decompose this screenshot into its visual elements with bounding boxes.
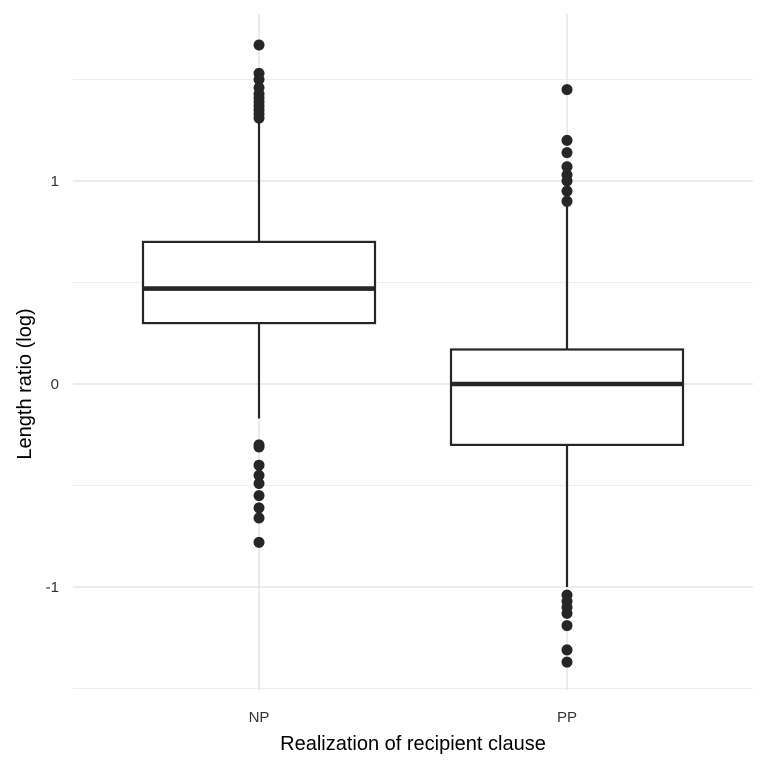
box-marks	[141, 39, 685, 668]
box-group-pp	[449, 84, 685, 668]
box-iqr	[141, 240, 377, 325]
outlier-point	[253, 469, 265, 481]
outlier-point	[561, 147, 573, 159]
outlier-point	[253, 536, 265, 548]
outlier-point	[253, 490, 265, 502]
outlier-point	[561, 161, 573, 173]
outlier-point	[561, 644, 573, 656]
outlier-point	[253, 477, 265, 489]
x-tick-label: NP	[249, 709, 270, 726]
outlier-point	[561, 84, 573, 96]
axis-labels: -1 0 1 NP PP	[46, 173, 577, 726]
outlier-point	[253, 39, 265, 51]
y-tick-label: 1	[51, 173, 59, 190]
outlier-point	[253, 441, 265, 453]
outlier-point	[561, 185, 573, 197]
outlier-point	[561, 175, 573, 187]
outlier-point	[561, 620, 573, 632]
box-group-np	[141, 39, 377, 548]
outlier-point	[253, 74, 265, 85]
y-tick-label: -1	[46, 579, 59, 596]
x-tick-label: PP	[557, 709, 577, 726]
outlier-point	[561, 607, 573, 619]
outlier-point	[253, 512, 265, 524]
outlier-point	[253, 502, 265, 514]
outlier-point	[561, 195, 573, 207]
outlier-point	[561, 656, 573, 668]
y-axis-title: Length ratio (log)	[14, 308, 36, 459]
y-tick-label: 0	[51, 376, 59, 393]
outlier-point	[253, 459, 265, 471]
outlier-point	[253, 112, 265, 124]
x-axis-title: Realization of recipient clause	[280, 733, 546, 755]
box-iqr	[449, 348, 685, 446]
outlier-point	[561, 134, 573, 146]
